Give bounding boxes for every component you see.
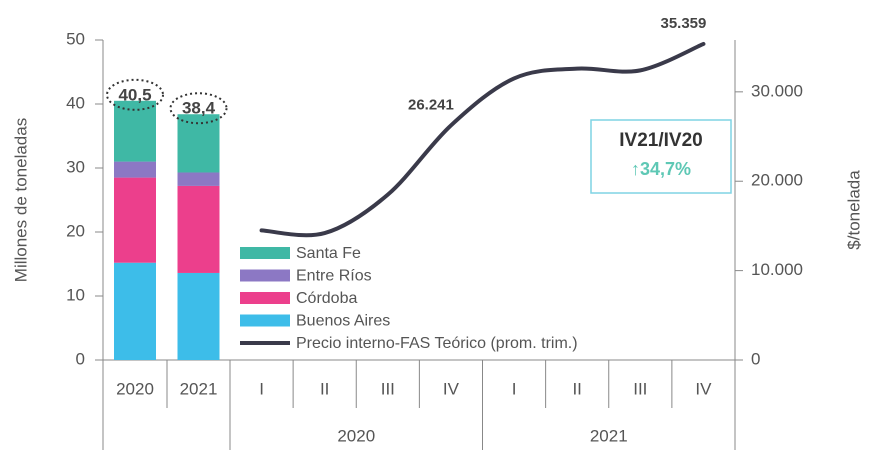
y-tick-label: 30 (66, 157, 85, 176)
x-tick-label: II (572, 379, 581, 398)
price-line (259, 41, 706, 238)
legend-label: Buenos Aires (296, 313, 390, 330)
y2-axis-title: $/tonelada (844, 170, 863, 250)
x-tick-label: 2021 (180, 379, 218, 398)
legend-label: Entre Ríos (296, 268, 372, 285)
x-tick-label: IV (443, 379, 460, 398)
bar-segment (177, 114, 220, 173)
x-tick-label: I (512, 379, 517, 398)
x-tick-label: IV (695, 379, 712, 398)
bar-segment (114, 177, 156, 263)
y2-tick-label: 20.000 (751, 171, 803, 190)
legend-swatch (240, 314, 290, 327)
x-tick-label: 2020 (116, 379, 154, 398)
legend-swatch (240, 247, 290, 259)
y-axis-title: Millones de toneladas (11, 118, 30, 282)
line-value-label: 26.241 (408, 96, 454, 113)
x-tick-label: II (320, 379, 329, 398)
bar-segment (177, 172, 220, 186)
x-tick-label: III (633, 379, 647, 398)
legend-label: Precio interno-FAS Teórico (prom. trim.) (296, 335, 578, 352)
bar-segment (114, 262, 156, 360)
x-tick-label: III (381, 379, 395, 398)
y-tick-label: 40 (66, 93, 85, 112)
legend-swatch (240, 269, 290, 282)
y2-tick-label: 0 (751, 349, 760, 368)
y2-tick-label: 30.000 (751, 81, 803, 100)
annotation-text: ↑34,7% (631, 159, 691, 179)
x-group-label: 2020 (337, 426, 375, 445)
y-tick-label: 50 (66, 29, 85, 48)
legend-swatch (240, 292, 290, 304)
annotation-box (590, 119, 732, 194)
bar-segment (114, 100, 156, 162)
bar-segment (114, 161, 156, 178)
annotation-title: IV21/IV20 (619, 130, 702, 151)
total-label: 40,5 (118, 85, 151, 104)
y-tick-label: 0 (76, 349, 85, 368)
x-tick-label: I (259, 379, 264, 398)
legend-label: Córdoba (296, 290, 357, 307)
line-value-label: 35.359 (660, 15, 706, 32)
y2-tick-label: 10.000 (751, 260, 803, 279)
legend-label: Santa Fe (296, 245, 361, 262)
bar-segment (177, 272, 220, 360)
y-tick-label: 10 (66, 285, 85, 304)
bar-segment (177, 185, 220, 273)
total-label: 38,4 (182, 99, 216, 118)
total-marker (106, 78, 164, 111)
y-tick-label: 20 (66, 221, 85, 240)
x-group-label: 2021 (590, 426, 628, 445)
total-marker (169, 92, 228, 125)
